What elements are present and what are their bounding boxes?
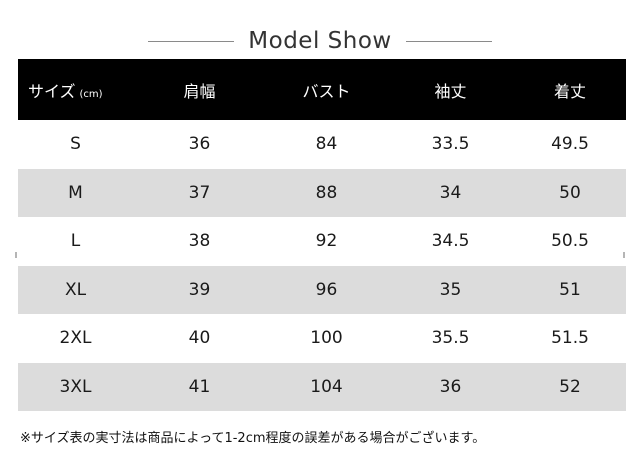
sleeve-cell: 36 bbox=[439, 376, 462, 397]
table-row: L 38 92 34.5 50.5 bbox=[18, 217, 626, 266]
header-total-length: 着丈 bbox=[553, 81, 586, 101]
shoulder-cell: 36 bbox=[188, 134, 211, 155]
bust-cell: 96 bbox=[315, 279, 338, 300]
length-cell: 50.5 bbox=[551, 231, 589, 252]
title-row: Model Show bbox=[0, 24, 640, 58]
table-row: 3XL 41 104 36 52 bbox=[18, 362, 626, 411]
shoulder-cell: 38 bbox=[188, 231, 211, 252]
bust-cell: 84 bbox=[315, 134, 338, 155]
table-header-row: サイズ (cm) 肩幅 バスト 袖丈 着丈 bbox=[18, 59, 626, 120]
size-table: サイズ (cm) 肩幅 バスト 袖丈 着丈 S 36 84 33.5 49.5 M… bbox=[18, 59, 626, 411]
size-cell: L bbox=[70, 231, 81, 252]
title-divider-left bbox=[148, 40, 235, 42]
length-cell: 52 bbox=[559, 376, 581, 397]
shoulder-cell: 40 bbox=[188, 328, 211, 349]
shoulder-cell: 39 bbox=[188, 279, 211, 300]
header-size-unit: (cm) bbox=[79, 88, 103, 100]
size-cell: 3XL bbox=[59, 376, 92, 397]
table-row: S 36 84 33.5 49.5 bbox=[18, 120, 626, 169]
sleeve-cell: 34 bbox=[439, 182, 462, 203]
size-cell: 2XL bbox=[59, 328, 92, 349]
length-cell: 49.5 bbox=[551, 134, 589, 155]
size-disclaimer-note: ※サイズ表の実寸法は商品によって1-2cm程度の誤差がある場合がございます。 bbox=[20, 431, 486, 446]
right-edge-tick bbox=[623, 252, 625, 258]
header-sleeve-length: 袖丈 bbox=[434, 81, 467, 101]
size-cell: M bbox=[68, 182, 83, 203]
sleeve-cell: 35.5 bbox=[431, 328, 470, 349]
length-cell: 51 bbox=[559, 279, 581, 300]
size-cell: XL bbox=[64, 279, 87, 300]
header-bust: バスト bbox=[302, 81, 351, 101]
length-cell: 50 bbox=[559, 182, 581, 203]
bust-cell: 88 bbox=[315, 182, 338, 203]
sleeve-cell: 34.5 bbox=[431, 231, 470, 252]
size-cell: S bbox=[70, 134, 81, 155]
page-title: Model Show bbox=[248, 28, 392, 54]
sleeve-cell: 35 bbox=[439, 279, 462, 300]
table-row: XL 39 96 35 51 bbox=[18, 265, 626, 314]
left-edge-tick bbox=[15, 252, 17, 258]
bust-cell: 104 bbox=[310, 376, 343, 397]
bust-cell: 92 bbox=[315, 231, 338, 252]
header-size-label: サイズ bbox=[28, 81, 76, 101]
bust-cell: 100 bbox=[310, 328, 343, 349]
header-size: サイズ (cm) bbox=[18, 78, 133, 102]
title-divider-right bbox=[405, 40, 492, 42]
shoulder-cell: 41 bbox=[188, 376, 211, 397]
sleeve-cell: 33.5 bbox=[431, 134, 470, 155]
table-row: 2XL 40 100 35.5 51.5 bbox=[18, 314, 626, 363]
header-shoulder-width: 肩幅 bbox=[183, 81, 216, 101]
shoulder-cell: 37 bbox=[188, 182, 211, 203]
length-cell: 51.5 bbox=[551, 328, 589, 349]
table-row: M 37 88 34 50 bbox=[18, 168, 626, 217]
